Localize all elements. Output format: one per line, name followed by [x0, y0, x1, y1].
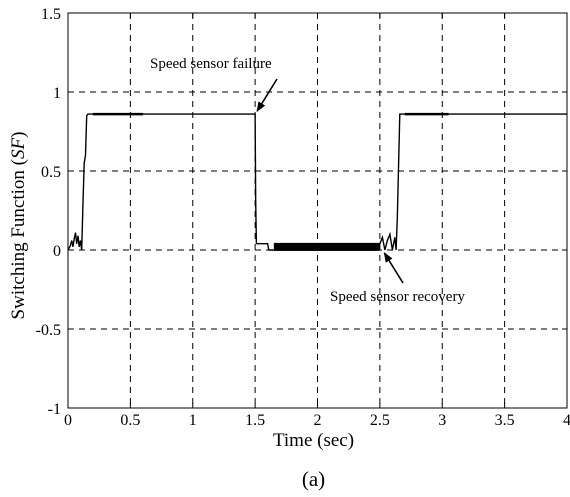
- x-tick-label: 1: [189, 412, 197, 429]
- annotation-recovery-label: Speed sensor recovery: [330, 289, 465, 305]
- series-line: [67, 113, 567, 251]
- y-tick-label: 0: [53, 243, 61, 260]
- x-axis-label: Time (sec): [273, 430, 354, 451]
- x-tick-label: 2.5: [370, 412, 390, 429]
- figure-caption: (a): [302, 467, 325, 491]
- annotations: Speed sensor failure Speed sensor recover…: [150, 56, 465, 305]
- x-tick-label: 3.5: [495, 412, 515, 429]
- y-tick-label: -0.5: [36, 322, 61, 339]
- y-tick-label: 0.5: [41, 164, 61, 181]
- annotation-recovery-arrow: [383, 252, 404, 284]
- x-tick-label: 4: [563, 412, 570, 429]
- y-tick-label: 1: [53, 85, 61, 102]
- x-tick-label: 1.5: [245, 412, 265, 429]
- grid-lines: [68, 13, 567, 408]
- axis-ticks: 0 0.5 1 1.5 2 2.5 3 3.5 4 -1 -0.5 0 0.5 1 1.5: [36, 6, 570, 429]
- x-tick-label: 3: [438, 412, 446, 429]
- x-tick-label: 2: [314, 412, 322, 429]
- annotation-failure-label: Speed sensor failure: [150, 56, 272, 72]
- x-tick-label: 0.5: [120, 412, 140, 429]
- y-tick-label: 1.5: [41, 6, 61, 23]
- y-axis-label: Switching Function (SF): [8, 132, 29, 320]
- annotation-failure-arrow: [256, 78, 278, 112]
- data-series: [67, 112, 567, 251]
- y-tick-label: -1: [48, 401, 61, 418]
- x-tick-label: 0: [64, 412, 72, 429]
